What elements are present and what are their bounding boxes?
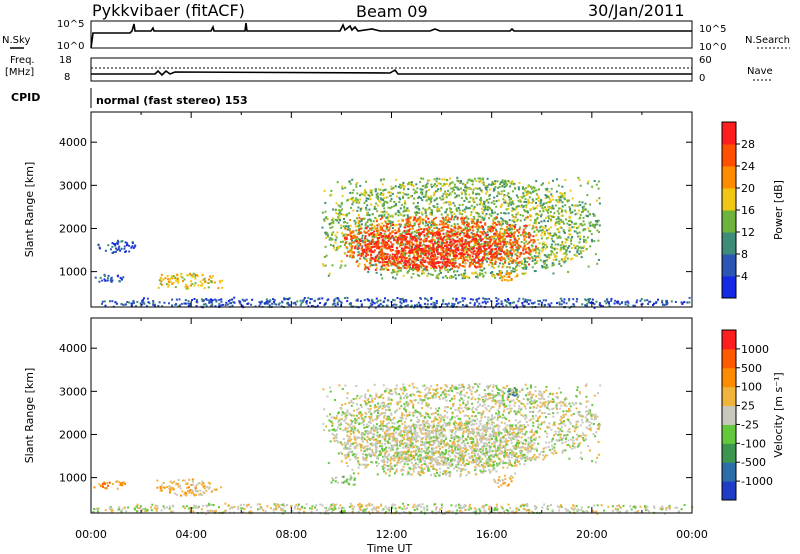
x-tick-label: 16:00: [476, 528, 508, 541]
colorbar-tick: 4: [741, 270, 748, 283]
y-tick-label: 1000: [59, 472, 87, 485]
freq-unit: [MHz]: [5, 67, 34, 78]
nsearch-tick-bottom: 10^0: [699, 42, 726, 53]
colorbar-segment: [722, 348, 736, 369]
velocity-scatter-region: [156, 478, 223, 497]
nsky-label: N.Sky: [2, 35, 30, 46]
velocity-colorbar: 1000 500 100 25 -25 -100 -500 -1000 Velocity [m …: [721, 329, 785, 501]
freq-line: [91, 68, 692, 77]
power-y-axis-title: Slant Range [km]: [23, 162, 36, 258]
nsky-tick-top: 10^5: [57, 19, 84, 30]
power-scatter-region: [491, 270, 519, 282]
nsearch-label: N.Search: [745, 35, 790, 46]
colorbar-segment: [722, 386, 736, 407]
power-scatter-region: [157, 272, 224, 290]
freq-panel: 18 8 Freq. [MHz] 60 0 Nave: [5, 55, 773, 84]
nsky-line: [90, 22, 692, 49]
colorbar-tick: 12: [741, 226, 755, 239]
velocity-y-axis-title: Slant Range [km]: [23, 368, 36, 464]
nsky-panel: 10^5 10^0 N.Sky 10^5 10^0 N.Search: [2, 19, 790, 53]
y-tick-label: 4000: [59, 342, 87, 355]
power-scatter-region: [343, 215, 538, 272]
velocity-panel: 1000 2000 3000 4000 Slant Range [km]: [23, 317, 694, 515]
x-tick-label: 20:00: [576, 528, 608, 541]
date-title: 30/Jan/2011: [588, 1, 685, 20]
colorbar-segment: [722, 166, 736, 189]
colorbar-tick: 8: [741, 248, 748, 261]
power-scatter-region: [101, 296, 691, 309]
colorbar-tick: -500: [741, 456, 766, 469]
y-tick-label: 2000: [59, 428, 87, 441]
nave-label: Nave: [747, 66, 773, 77]
y-tick-label: 4000: [59, 136, 87, 149]
colorbar-tick: -100: [741, 437, 766, 450]
colorbar-tick: 20: [741, 182, 755, 195]
colorbar-segment: [722, 122, 736, 145]
x-tick-label: 00:00: [75, 528, 107, 541]
nsky-tick-bottom: 10^0: [57, 41, 84, 52]
freq-tick-top: 18: [59, 55, 72, 66]
nave-tick-bottom: 0: [699, 73, 705, 84]
y-tick-label: 1000: [59, 266, 87, 279]
x-tick-label: 00:00: [676, 528, 708, 541]
colorbar-tick: 100: [741, 381, 762, 394]
colorbar-segment: [722, 330, 736, 350]
x-tick-label: 04:00: [175, 528, 207, 541]
velocity-scatter-region: [330, 475, 357, 486]
colorbar-segment: [722, 462, 736, 482]
colorbar-tick: 16: [741, 204, 755, 217]
y-tick-label: 3000: [59, 385, 87, 398]
colorbar-segment: [722, 232, 736, 255]
beam-title: Beam 09: [356, 2, 428, 21]
power-scatter-region: [94, 273, 125, 283]
y-tick-label: 3000: [59, 179, 87, 192]
colorbar-tick: 25: [741, 400, 755, 413]
colorbar-segment: [722, 210, 736, 233]
colorbar-segment: [722, 276, 736, 299]
colorbar-segment: [722, 188, 736, 211]
colorbar-segment: [722, 254, 736, 277]
colorbar-segment: [722, 443, 736, 463]
colorbar-tick: 28: [741, 138, 755, 151]
power-scatter-region: [360, 230, 503, 269]
velocity-scatter-region: [93, 480, 127, 490]
power-scatter-region: [97, 239, 137, 254]
nave-tick-top: 60: [699, 55, 712, 66]
time-axis: 00:00 04:00 08:00 12:00 16:00 20:00 00:00: [75, 528, 708, 541]
colorbar-tick: 500: [741, 362, 762, 375]
velocity-scatter-region: [507, 387, 519, 398]
velocity-scatter-region: [342, 421, 538, 478]
x-tick-label: 12:00: [376, 528, 408, 541]
colorbar-segment: [722, 424, 736, 444]
power-panel: 1000 2000 3000 4000 Slant Range [km]: [23, 111, 693, 309]
velocity-colorbar-label: Velocity [m s⁻¹]: [772, 372, 785, 457]
x-axis-title: Time UT: [366, 542, 412, 554]
cpid-label: CPID: [11, 91, 40, 104]
nsearch-tick-top: 10^5: [699, 24, 726, 35]
colorbar-segment: [722, 367, 736, 388]
colorbar-tick: -25: [741, 418, 759, 431]
power-colorbar-label: Power [dB]: [772, 180, 785, 240]
x-tick-label: 08:00: [275, 528, 307, 541]
cpid-text: normal (fast stereo) 153: [96, 94, 248, 107]
power-colorbar: 4 8 12 16 20 24 28 Power [dB]: [721, 121, 785, 299]
freq-label: Freq.: [10, 55, 35, 66]
colorbar-tick: -1000: [741, 475, 773, 488]
colorbar-segment: [722, 481, 736, 501]
colorbar-tick: 1000: [741, 343, 769, 356]
velocity-scatter-region: [493, 476, 514, 489]
colorbar-tick: 24: [741, 160, 755, 173]
colorbar-segment: [722, 405, 736, 425]
y-tick-label: 2000: [59, 222, 87, 235]
station-title: Pykkvibaer (fitACF): [92, 1, 245, 20]
power-frame: [90, 111, 693, 308]
colorbar-segment: [722, 144, 736, 167]
freq-tick-bottom: 8: [64, 72, 70, 83]
